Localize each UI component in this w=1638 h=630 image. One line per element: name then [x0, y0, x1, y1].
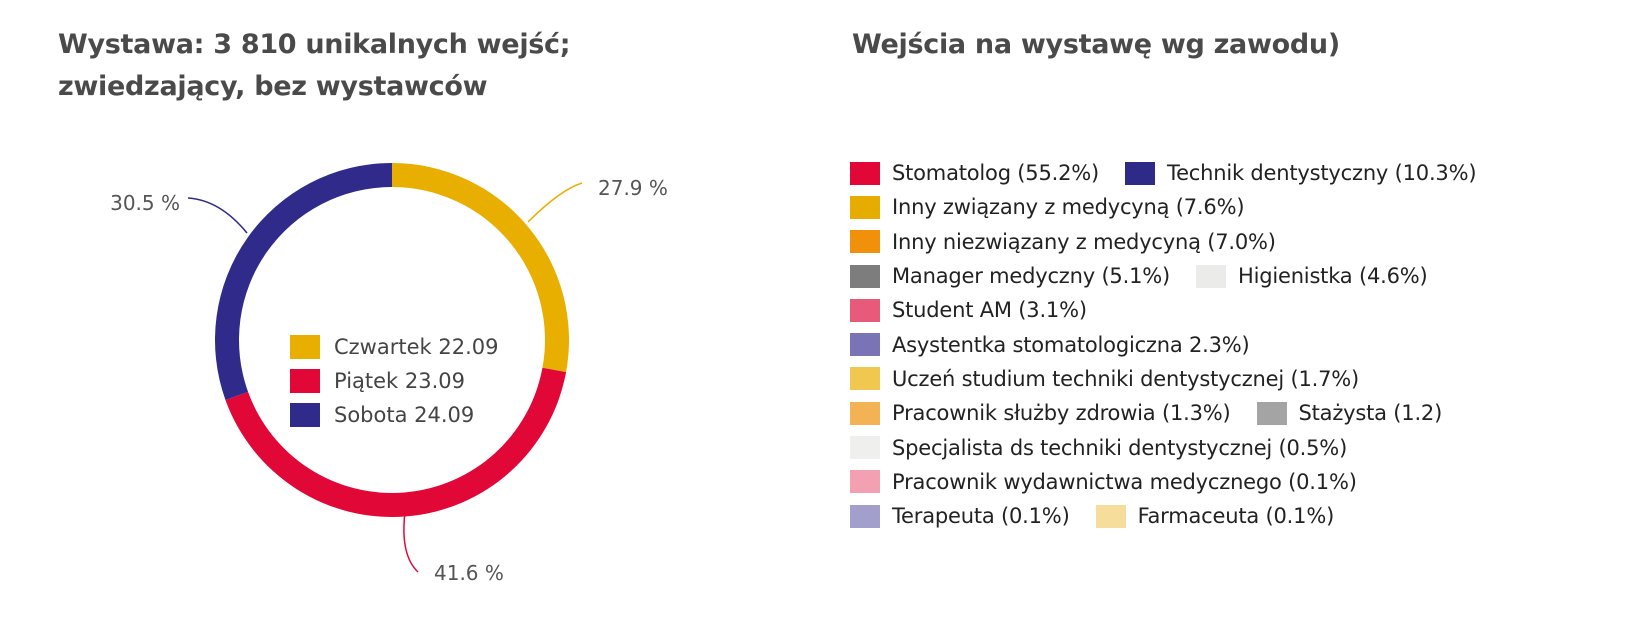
donut-chart-title: Wystawa: 3 810 unikalnych wejść; zwiedza…: [58, 24, 571, 108]
legend-label: Student AM (3.1%): [892, 298, 1087, 323]
donut-chart: 27.9 % 41.6 % 30.5 %: [110, 163, 668, 585]
profession-legend-item: Asystentka stomatologiczna 2.3%): [850, 333, 1250, 357]
legend-label: Stomatolog (55.2%): [892, 161, 1100, 186]
legend-swatch: [290, 403, 320, 427]
legend-swatch: [850, 367, 880, 391]
donut-slice: [215, 163, 392, 400]
legend-swatch: [290, 335, 320, 359]
legend-swatch: [850, 436, 880, 460]
legend-label: Pracownik służby zdrowia (1.3%): [892, 401, 1231, 426]
legend-swatch: [850, 504, 880, 528]
legend-swatch: [290, 369, 320, 393]
profession-legend-item: Inny niezwiązany z medycyną (7.0%): [850, 230, 1276, 254]
profession-legend-row: Pracownik wydawnictwa medycznego (0.1%): [850, 465, 1502, 499]
day-legend-item: Piątek 23.09: [290, 364, 498, 398]
profession-legend-item: Inny związany z medycyną (7.6%): [850, 195, 1245, 220]
legend-swatch: [850, 298, 880, 322]
profession-legend-row: Asystentka stomatologiczna 2.3%): [850, 327, 1502, 361]
profession-legend-item: Higienistka (4.6%): [1195, 264, 1428, 289]
profession-legend-row: Stomatolog (55.2%) Technik dentystyczny (…: [850, 156, 1502, 190]
legend-swatch: [1195, 264, 1226, 288]
profession-legend-item: Student AM (3.1%): [850, 298, 1087, 322]
leader-line: [187, 197, 248, 234]
profession-legend-row: Inny niezwiązany z medycyną (7.0%): [850, 225, 1502, 259]
profession-legend-title: Wejścia na wystawę wg zawodu): [852, 29, 1340, 60]
leader-line: [403, 511, 419, 573]
profession-legend-item: Pracownik służby zdrowia (1.3%): [850, 401, 1231, 425]
legend-swatch: [850, 333, 880, 357]
profession-legend-item: Farmaceuta (0.1%): [1095, 504, 1335, 529]
donut-chart-title-line2: zwiedzający, bez wystawców: [58, 71, 488, 102]
donut-slice: [225, 367, 567, 518]
legend-swatch: [850, 264, 880, 288]
day-legend-item: Czwartek 22.09: [290, 330, 498, 364]
donut-chart-title-line1: Wystawa: 3 810 unikalnych wejść;: [58, 29, 571, 60]
legend-swatch: [850, 195, 880, 219]
legend-label: Terapeuta (0.1%): [892, 504, 1070, 529]
legend-swatch: [850, 230, 880, 254]
profession-legend-item: Stażysta (1.2): [1256, 401, 1443, 426]
legend-swatch: [850, 161, 880, 185]
profession-legend-item: Pracownik wydawnictwa medycznego (0.1%): [850, 470, 1357, 494]
legend-label: Inny niezwiązany z medycyną (7.0%): [892, 229, 1276, 254]
legend-label: Higienistka (4.6%): [1237, 264, 1428, 289]
slice-value-label: 27.9 %: [598, 176, 668, 200]
profession-legend-row: Inny związany z medycyną (7.6%): [850, 190, 1502, 224]
legend-label: Manager medyczny (5.1%): [892, 264, 1170, 289]
profession-legend-row: Terapeuta (0.1%) Farmaceuta (0.1%): [850, 499, 1502, 533]
legend-label: Pracownik wydawnictwa medycznego (0.1%): [892, 469, 1357, 494]
day-legend: Czwartek 22.09 Piątek 23.09 Sobota 24.09: [290, 330, 498, 432]
profession-legend-row: Student AM (3.1%): [850, 293, 1502, 327]
profession-legend-item: Specjalista ds techniki dentystycznej (0…: [850, 436, 1347, 460]
profession-legend-row: Specjalista ds techniki dentystycznej (0…: [850, 430, 1502, 464]
legend-swatch: [1256, 401, 1287, 425]
legend-label: Sobota 24.09: [334, 403, 475, 427]
legend-swatch: [850, 470, 880, 494]
profession-legend-item: Uczeń studium techniki dentystycznej (1.…: [850, 367, 1359, 391]
donut-slice: [392, 163, 569, 373]
legend-label: Technik dentystyczny (10.3%): [1167, 161, 1477, 186]
legend-label: Uczeń studium techniki dentystycznej (1.…: [892, 366, 1360, 391]
day-legend-item: Sobota 24.09: [290, 398, 498, 432]
legend-label: Stażysta (1.2): [1298, 401, 1443, 426]
legend-label: Inny związany z medycyną (7.6%): [892, 195, 1245, 220]
leader-line: [527, 182, 583, 223]
slice-value-label: 41.6 %: [434, 561, 504, 585]
profession-legend-row: Manager medyczny (5.1%) Higienistka (4.6%…: [850, 259, 1502, 293]
legend-label: Czwartek 22.09: [334, 335, 499, 359]
profession-legend-item: Stomatolog (55.2%): [850, 161, 1099, 185]
legend-swatch: [1095, 504, 1126, 528]
legend-label: Asystentka stomatologiczna 2.3%): [892, 332, 1250, 357]
profession-legend-item: Manager medyczny (5.1%): [850, 264, 1170, 288]
profession-legend: Stomatolog (55.2%) Technik dentystyczny (…: [850, 156, 1502, 533]
profession-legend-item: Technik dentystyczny (10.3%): [1125, 161, 1477, 186]
legend-swatch: [1125, 161, 1156, 185]
profession-legend-row: Uczeń studium techniki dentystycznej (1.…: [850, 362, 1502, 396]
legend-swatch: [850, 401, 880, 425]
profession-legend-item: Terapeuta (0.1%): [850, 504, 1070, 528]
legend-label: Farmaceuta (0.1%): [1137, 504, 1335, 529]
slice-value-label: 30.5 %: [110, 191, 180, 215]
profession-legend-row: Pracownik służby zdrowia (1.3%) Stażysta …: [850, 396, 1502, 430]
legend-label: Piątek 23.09: [334, 369, 466, 393]
legend-label: Specjalista ds techniki dentystycznej (0…: [892, 435, 1348, 460]
